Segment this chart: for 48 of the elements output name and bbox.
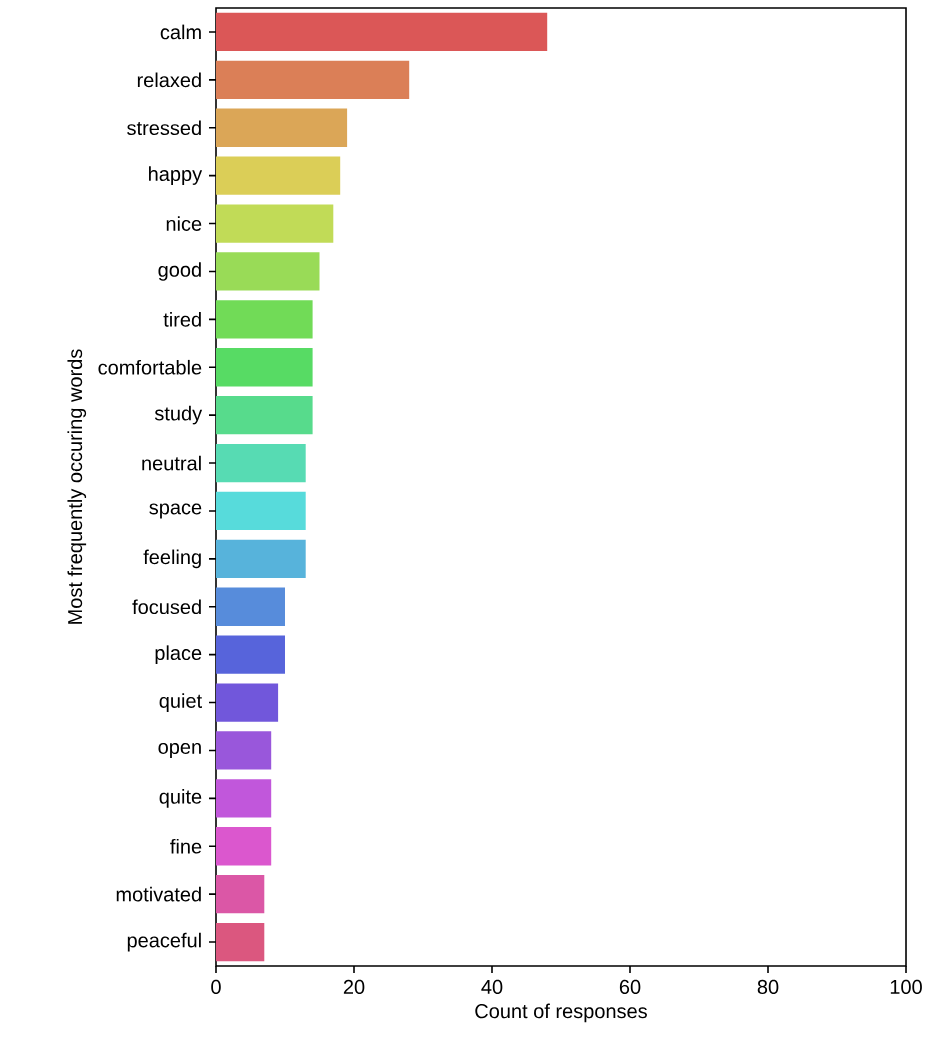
bar <box>216 60 410 100</box>
bar <box>216 922 265 962</box>
x-tick-label: 0 <box>211 979 221 995</box>
bar <box>216 539 306 579</box>
x-tick-label: 40 <box>481 979 503 995</box>
y-tick-label: stressed <box>127 120 201 136</box>
bar <box>216 252 320 291</box>
y-tick-label: good <box>158 262 201 281</box>
bar <box>216 348 313 387</box>
bar <box>216 779 272 818</box>
bar <box>216 491 306 531</box>
y-tick-label: neutral <box>142 455 201 471</box>
y-tick-label: calm <box>160 24 201 40</box>
bar <box>216 443 306 483</box>
bar <box>216 300 313 339</box>
bar <box>216 875 265 914</box>
y-tick-label: peaceful <box>127 932 201 952</box>
y-tick-label: quiet <box>159 693 202 712</box>
bar <box>216 204 334 243</box>
y-tick-label: relaxed <box>137 72 201 88</box>
bar <box>216 731 272 770</box>
y-tick-label: space <box>149 503 202 519</box>
bar <box>216 156 341 195</box>
bar <box>216 12 548 52</box>
x-axis-title: Count of responses <box>475 1003 647 1023</box>
y-tick-label: open <box>158 743 201 758</box>
bar <box>216 827 272 866</box>
y-tick-label: happy <box>149 166 203 185</box>
y-tick-label: comfortable <box>98 359 202 375</box>
x-tick-label: 80 <box>757 979 779 995</box>
y-tick-label: feeling <box>143 549 201 569</box>
y-tick-label: motivated <box>116 886 201 902</box>
bar <box>216 396 313 435</box>
bar <box>216 587 285 626</box>
y-tick-label: quite <box>159 789 202 808</box>
y-tick-label: fine <box>170 838 202 854</box>
x-tick-label: 100 <box>890 979 922 995</box>
x-tick-label: 20 <box>343 979 365 995</box>
y-tick-label: focused <box>132 599 201 615</box>
bar <box>216 108 348 147</box>
y-axis-title: Most frequently occuring words <box>67 349 87 624</box>
bar <box>216 635 285 674</box>
y-tick-label: study <box>154 405 203 425</box>
x-tick-label: 60 <box>619 979 641 995</box>
y-tick-label: place <box>155 645 202 664</box>
y-tick-label: tired <box>163 312 201 327</box>
bar <box>216 683 279 722</box>
y-tick-label: nice <box>166 216 202 231</box>
